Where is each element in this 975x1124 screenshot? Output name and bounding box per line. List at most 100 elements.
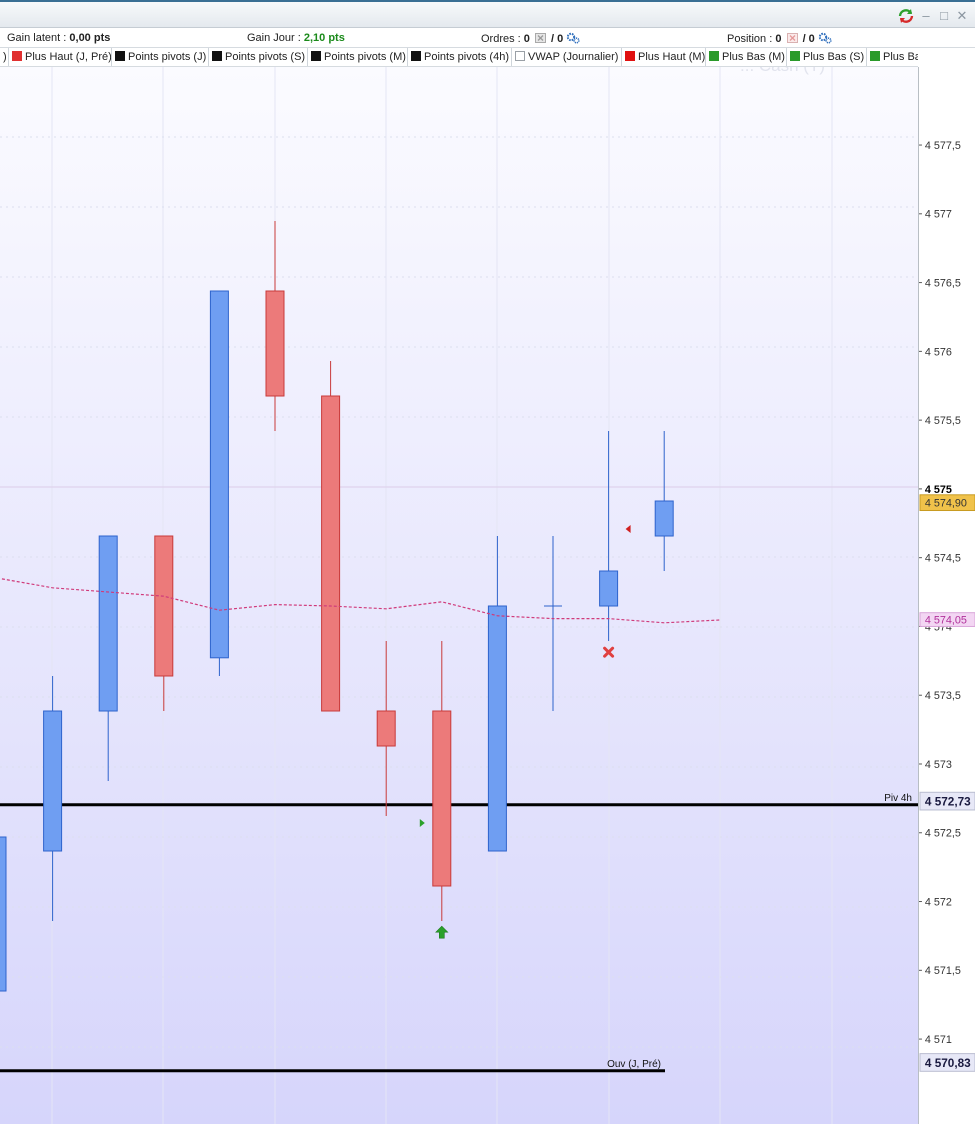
price-axis[interactable]: 4 577,5 4 577 4 576,5 4 576 4 575,5 4 575 4 57… [918,67,975,1124]
candle-body [98,535,118,712]
legend-label: Points pivots (J) [128,51,207,63]
gain-latent: Gain latent : 0,00 pts [7,32,110,44]
position-label: Position : [727,33,773,45]
status-bar: Gain latent : 0,00 pts Gain Jour : 2,10 … [0,28,975,48]
axis-tick-label: 4 573,5 [925,690,961,702]
level-price-tag [919,1053,975,1072]
legend-label: Points pivots (S) [225,51,306,63]
legend-label: Plus Bas (S) [803,51,865,63]
plot-background [0,67,918,1124]
position: Position : 0 / 0 [727,32,832,45]
legend-item-points-pivots-j[interactable]: Points pivots (J) [111,48,207,66]
legend-color-swatch [411,51,421,61]
close-icon[interactable]: ✕ [956,8,968,23]
buy-arrow-marker [435,925,449,939]
legend-label: Plus Haut (M) [638,51,706,63]
legend-item-truncated[interactable]: ) [0,48,7,66]
axis-tick-label: 4 577,5 [925,140,961,152]
candle-body [432,710,452,887]
cancel-orders-icon[interactable] [534,33,546,43]
axis-tick-label: 4 576 [925,346,952,358]
vwap-series [0,577,720,624]
position-settings-gear-icon[interactable] [818,32,832,44]
ordres-label: Ordres : [481,33,521,45]
legend-color-swatch [12,51,22,61]
last-price-tag-label: 4 574,90 [925,498,967,510]
ordres-total: / 0 [551,33,564,45]
orders-settings-gear-icon[interactable] [566,32,580,44]
legend-item-plus-bas-m[interactable]: Plus Bas (M) [705,48,785,66]
exit-cross-marker [603,646,615,658]
price-axis-tags: 4 572,73 4 570,83 4 574,90 4 574,05 [919,494,975,1072]
legend-color-swatch [709,51,719,61]
axis-tick-label: 4 575 [925,484,952,496]
legend-item-plus-bas-s[interactable]: Plus Bas (S) [786,48,865,66]
legend-label: Plus Bas (M) [722,51,785,63]
window-controls: – □ ✕ [897,8,969,24]
candle-body [265,290,285,397]
legend-item-plus-haut-m[interactable]: Plus Haut (M) [621,48,706,66]
legend-color-swatch [212,51,222,61]
horizontal-gridlines [0,136,918,1048]
trade-markers [419,525,631,939]
candle-body [487,605,507,852]
ordres-value: 0 [523,33,530,45]
legend-label: Plus Ba [883,51,918,63]
price-axis-ticks: 4 577,5 4 577 4 576,5 4 576 4 575,5 4 575 4 57… [919,140,961,1046]
legend-label: Points pivots (M) [324,51,406,63]
last-price-tag [919,494,975,512]
legend-item-points-pivots-m[interactable]: Points pivots (M) [307,48,406,66]
gain-jour: Gain Jour : 2,10 pts [247,32,345,44]
legend-color-swatch [870,51,880,61]
gain-jour-label: Gain Jour : [247,32,301,44]
legend-label: ) [3,51,7,63]
maximize-icon[interactable]: □ [940,8,948,23]
candle-body [321,395,341,712]
axis-tick-label: 4 571,5 [925,965,961,977]
legend-item-plus-bas-truncated[interactable]: Plus Ba [866,48,918,66]
axis-tick-label: 4 575,5 [925,415,961,427]
minimize-icon[interactable]: – [922,8,930,23]
indicator-legend-bar: ) Plus Haut (J, Pré) Points pivots (J) P… [0,48,918,67]
level-label: Piv 4h [884,793,912,804]
level-price-tag [919,791,975,811]
legend-item-points-pivots-s[interactable]: Points pivots (S) [208,48,306,66]
candle-body [43,710,63,852]
price-chart-plot[interactable]: ... Cash (T) Piv 4h Ouv (J, Pré) [0,67,918,1124]
candle-body [599,570,619,607]
legend-color-swatch [311,51,321,61]
position-total: / 0 [802,33,815,45]
candlestick-series [0,221,674,992]
gain-jour-value: 2,10 pts [303,32,345,44]
axis-tick-label: 4 573 [925,759,952,771]
candle-body [0,836,7,992]
close-position-icon[interactable] [786,33,798,43]
axis-tick-label: 4 571 [925,1034,952,1046]
axis-tick-label: 4 577 [925,209,952,221]
axis-tick-label: 4 572 [925,896,952,908]
axis-tick-label: 4 574,5 [925,553,961,565]
legend-item-points-pivots-4h[interactable]: Points pivots (4h) [407,48,509,66]
level-lines: Piv 4h Ouv (J, Pré) [0,793,918,1073]
legend-label: Points pivots (4h) [424,51,509,63]
gain-latent-value: 0,00 pts [69,32,111,44]
exit-triangle-marker [625,525,631,533]
legend-color-swatch [115,51,125,61]
vwap-line [0,577,720,624]
candle-body [654,500,674,537]
legend-color-swatch [790,51,800,61]
legend-item-plus-haut-j-pre[interactable]: Plus Haut (J, Pré) [8,48,112,66]
vwap-price-tag [919,612,975,627]
gain-latent-label: Gain latent : [7,32,67,44]
legend-item-vwap-journalier[interactable]: VWAP (Journalier) [511,48,619,66]
axis-tick-label: 4 576,5 [925,278,961,290]
legend-label: VWAP (Journalier) [528,51,619,63]
level-label: Ouv (J, Pré) [607,1059,661,1070]
ordres: Ordres : 0 / 0 [481,32,580,45]
level-price-tag-label: 4 570,83 [925,1057,971,1070]
position-value: 0 [775,33,782,45]
vwap-price-tag-label: 4 574,05 [925,615,967,627]
window-title-bar: – □ ✕ [0,0,975,28]
chart-watermark: ... Cash (T) [740,67,825,75]
refresh-icon[interactable] [897,8,915,24]
